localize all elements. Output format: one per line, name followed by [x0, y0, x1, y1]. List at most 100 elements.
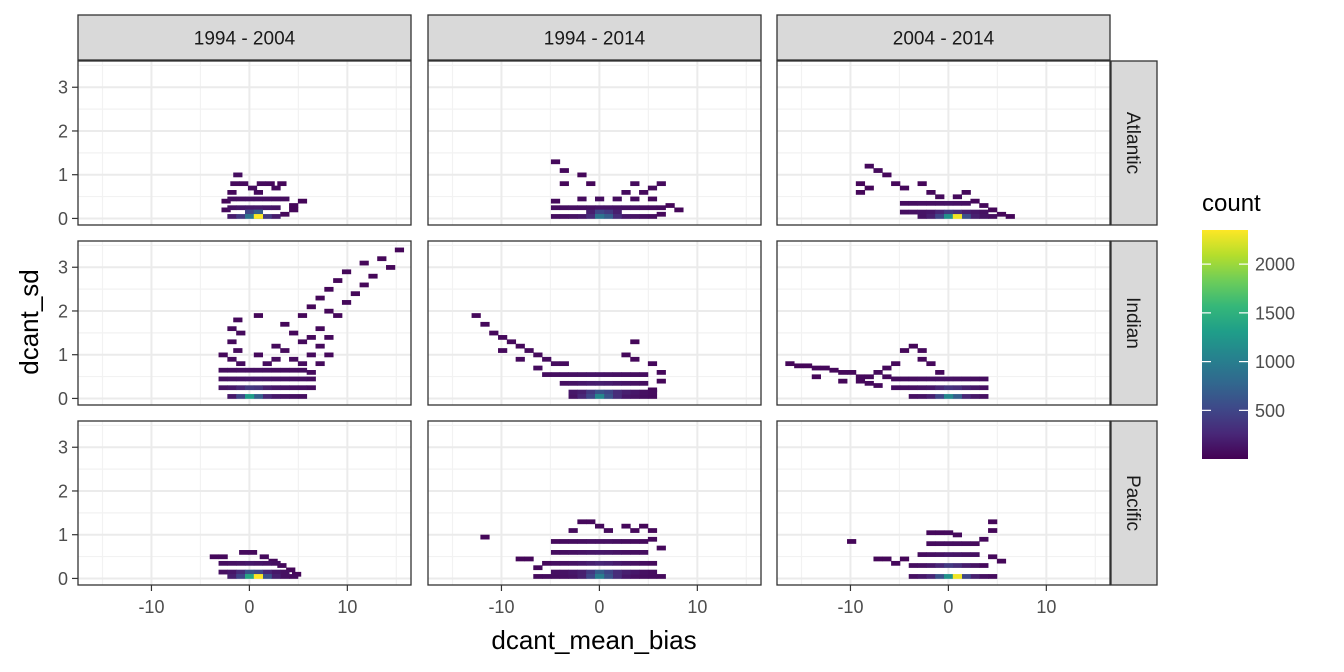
heatmap-cell — [988, 207, 998, 213]
heatmap-cell — [891, 560, 901, 566]
heatmap-cell — [785, 361, 795, 367]
heatmap-cell — [289, 376, 299, 382]
heatmap-cell — [603, 569, 614, 575]
legend-tick-label: 2000 — [1255, 255, 1295, 275]
heatmap-cell — [253, 560, 264, 566]
heatmap-cell — [838, 378, 848, 384]
heatmap-cell — [621, 352, 631, 358]
heatmap-cell — [559, 214, 569, 219]
heatmap-cell — [811, 374, 821, 380]
heatmap-cell — [621, 569, 631, 575]
x-tick-label: 0 — [244, 597, 254, 617]
strip-label: 1994 - 2014 — [544, 29, 646, 50]
heatmap-cell — [253, 313, 264, 318]
heatmap-cell — [979, 214, 989, 219]
heatmap-cell — [882, 556, 892, 562]
heatmap-cell — [262, 205, 272, 211]
heatmap-cell — [621, 574, 631, 579]
heatmap-cell — [559, 361, 569, 367]
heatmap-cell — [227, 214, 237, 219]
panel-atlantic-3 — [776, 60, 1111, 226]
heatmap-cell — [674, 207, 684, 213]
heatmap-cell — [559, 560, 569, 566]
heatmap-cell — [289, 385, 299, 391]
heatmap-cell — [917, 209, 927, 215]
heatmap-cell — [899, 348, 910, 353]
heatmap-cell — [577, 539, 587, 544]
heatmap-cell — [306, 304, 316, 310]
heatmap-cell — [603, 560, 614, 566]
heatmap-cell — [943, 376, 954, 382]
heatmap-cell — [935, 376, 945, 382]
heatmap-cell — [647, 196, 658, 202]
heatmap-cell — [253, 205, 264, 211]
facet-strip-column: 1994 - 2014 — [427, 14, 762, 61]
heatmap-cell — [244, 367, 255, 373]
heatmap-cell — [639, 539, 649, 544]
heatmap-cell — [218, 352, 228, 358]
heatmap-cell — [943, 541, 954, 547]
heatmap-cell — [855, 374, 866, 380]
heatmap-cell — [873, 370, 883, 375]
heatmap-cell — [506, 339, 517, 345]
heatmap-cell — [647, 560, 658, 566]
heatmap-cell — [236, 361, 246, 367]
heatmap-cell — [961, 200, 971, 206]
heatmap-cell — [262, 361, 272, 367]
heatmap-cell — [577, 560, 587, 566]
heatmap-cell — [899, 200, 910, 206]
heatmap-cell — [970, 376, 980, 382]
heatmap-cell — [612, 389, 622, 395]
heatmap-cell — [359, 260, 369, 266]
heatmap-cell — [271, 574, 281, 579]
heatmap-cell — [594, 523, 605, 529]
heatmap-cell — [550, 198, 561, 204]
heatmap-cell — [603, 209, 614, 215]
heatmap-cell — [943, 530, 954, 536]
heatmap-cell — [289, 367, 299, 373]
heatmap-cell — [559, 550, 569, 555]
heatmap-cell — [471, 313, 481, 318]
heatmap-cell — [218, 367, 228, 373]
heatmap-cell — [970, 541, 980, 547]
panel-background — [777, 61, 1110, 225]
heatmap-cell — [594, 394, 605, 399]
heatmap-cell — [239, 181, 249, 187]
heatmap-cell — [996, 558, 1007, 564]
facet-strip-column: 1994 - 2004 — [77, 14, 412, 61]
heatmap-cell — [594, 205, 605, 211]
heatmap-cell — [253, 209, 264, 215]
heatmap-cell — [630, 550, 640, 555]
x-tick-label: 10 — [687, 597, 707, 617]
heatmap-cell — [979, 536, 989, 542]
heatmap-cell — [577, 550, 587, 555]
heatmap-cell — [630, 560, 640, 566]
heatmap-cell — [935, 574, 945, 579]
heatmap-cell — [943, 574, 954, 579]
heatmap-cell — [586, 209, 596, 215]
heatmap-cell — [656, 574, 666, 579]
heatmap-cell — [253, 190, 264, 195]
heatmap-cell — [227, 339, 237, 345]
heatmap-cell — [271, 385, 281, 391]
heatmap-cell — [612, 569, 622, 575]
heatmap-cell — [647, 389, 658, 395]
heatmap-cell — [247, 185, 258, 191]
heatmap-cell — [639, 389, 649, 395]
heatmap-cell — [289, 356, 299, 362]
heatmap-cell — [926, 385, 936, 391]
panel-border — [776, 240, 1111, 406]
heatmap-cell — [917, 385, 927, 391]
panel-border — [427, 420, 762, 586]
heatmap-cell — [621, 190, 631, 195]
heatmap-cell — [297, 361, 308, 367]
heatmap-cell — [253, 214, 264, 219]
y-axis-title: dcant_sd — [14, 269, 44, 375]
heatmap-cell — [568, 214, 578, 219]
heatmap-cell — [935, 563, 945, 568]
heatmap-cell — [855, 181, 866, 187]
heatmap-cell — [926, 209, 936, 215]
heatmap-cell — [935, 370, 945, 375]
heatmap-cell — [873, 383, 883, 388]
